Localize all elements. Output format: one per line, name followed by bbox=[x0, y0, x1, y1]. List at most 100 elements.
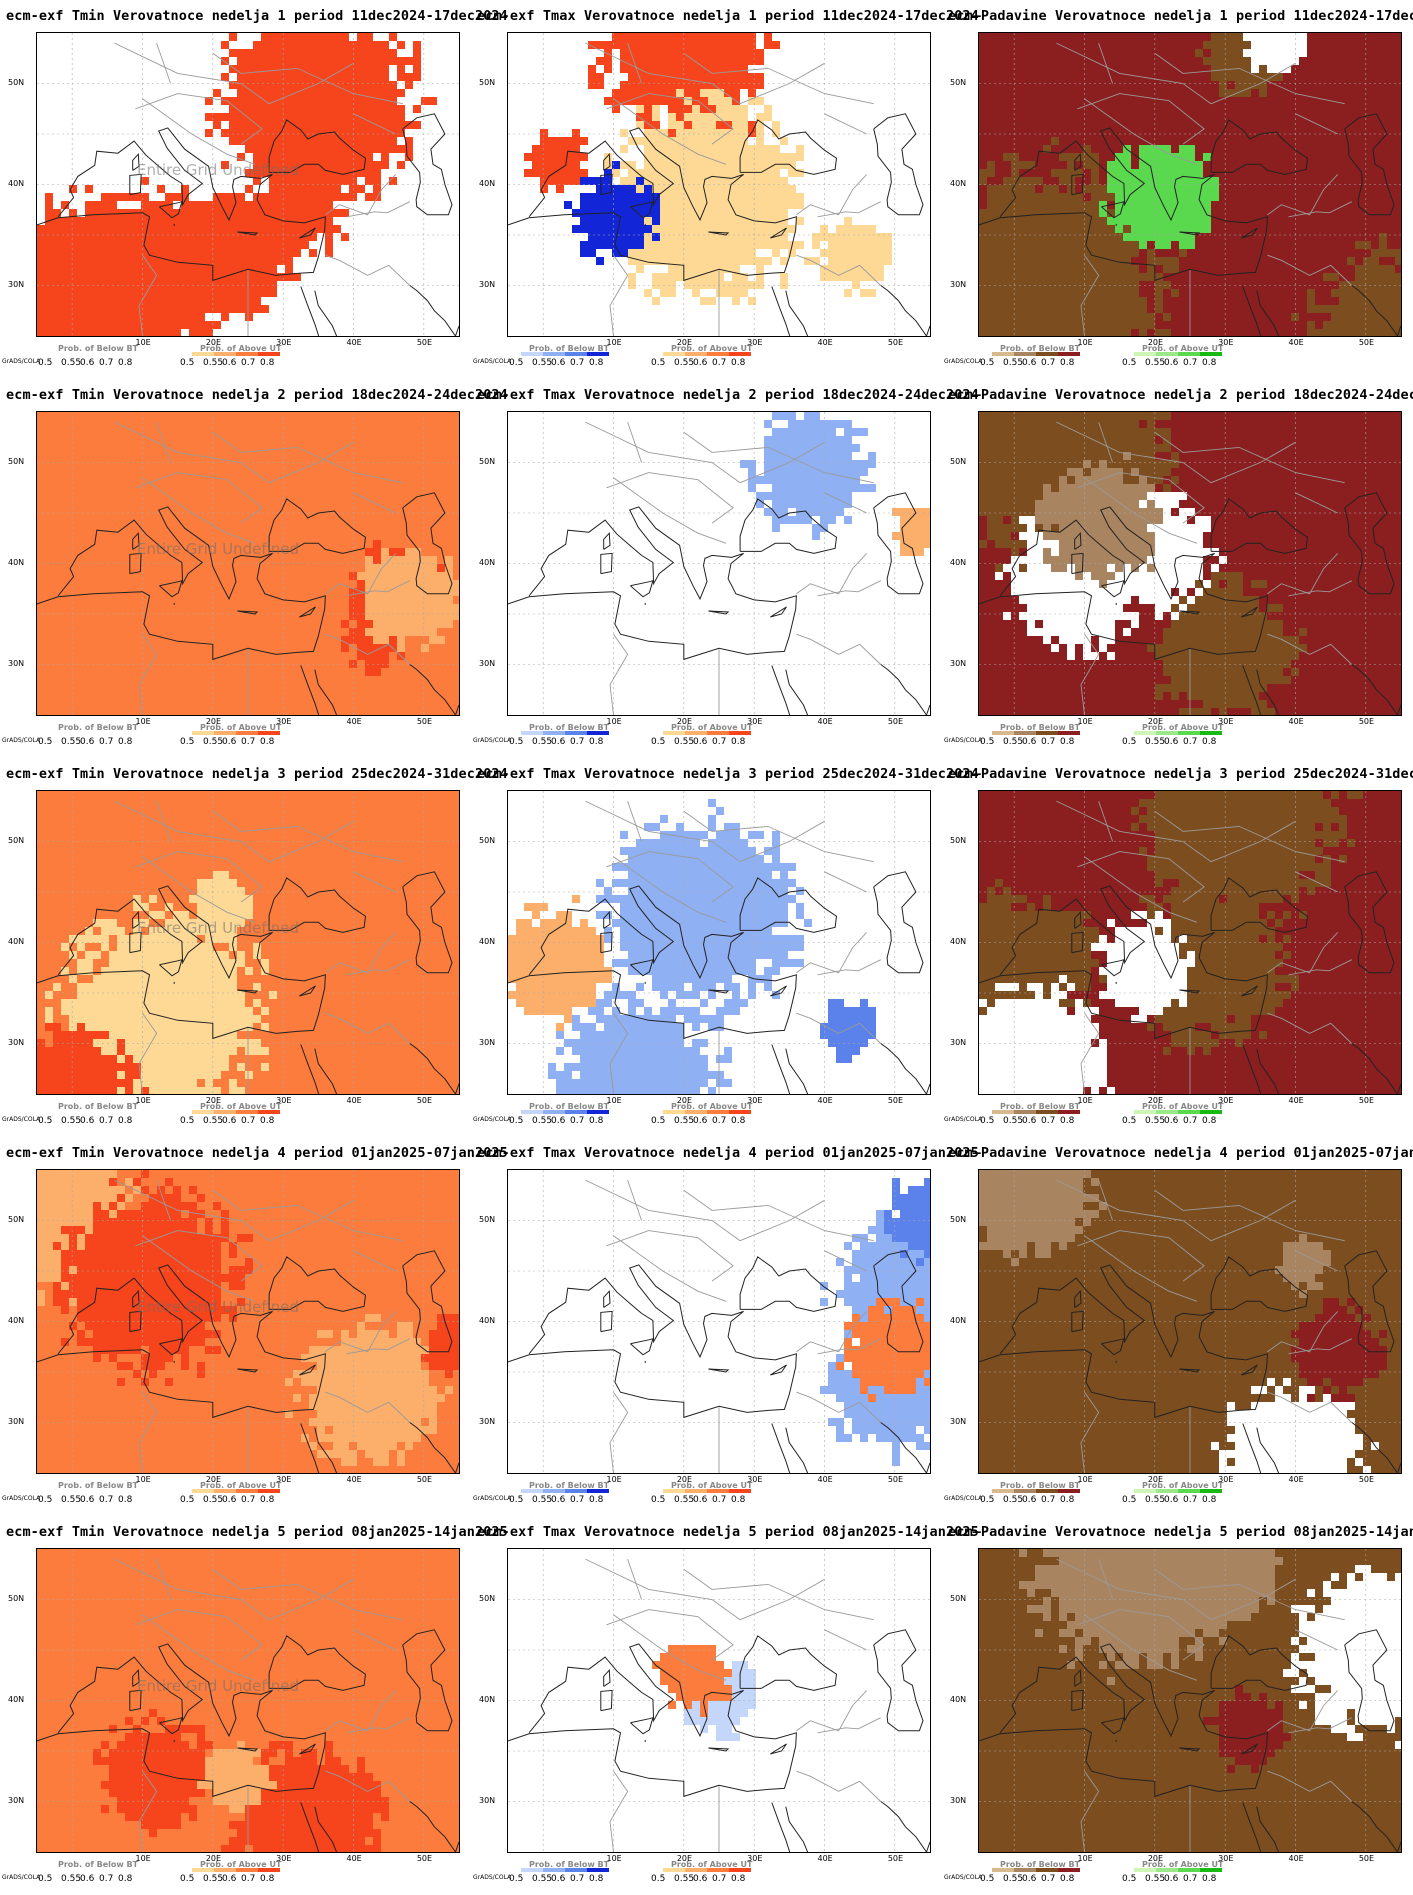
legend-swatch bbox=[685, 352, 707, 356]
legend-swatch bbox=[543, 1868, 565, 1872]
legend-title: Prob. of Below BT bbox=[58, 1860, 139, 1869]
longitude-label: 30E bbox=[1218, 717, 1234, 726]
legend-swatch bbox=[685, 1110, 707, 1114]
legend-tick-label: 0.55 bbox=[1145, 1116, 1166, 1126]
longitude-label: 50E bbox=[887, 1475, 904, 1484]
longitude-label: 30E bbox=[747, 717, 763, 726]
legend-color-bar bbox=[1134, 1868, 1222, 1872]
legend-swatch bbox=[72, 1110, 94, 1114]
probability-map bbox=[979, 1170, 1401, 1473]
latitude-label: 40N bbox=[479, 1315, 496, 1325]
legend-tick-label: 0.6 bbox=[693, 1495, 708, 1505]
country-borders bbox=[114, 42, 411, 336]
forecast-panel-tmin-week-2: ecm-exf Tmin Verovatnoce nedelja 2 perio… bbox=[0, 379, 508, 758]
legend-swatch bbox=[94, 352, 116, 356]
legend-tick-label: 0.7 bbox=[241, 358, 256, 368]
legend-below: Prob. of Below BT 0.5 0.55 0.6 0.7 0.8 bbox=[507, 723, 637, 755]
legend-tick-label: 0.8 bbox=[260, 737, 275, 747]
grads-credit: GrADS/COLA bbox=[2, 737, 41, 744]
map-frame bbox=[978, 1548, 1402, 1853]
legend-title: Prob. of Below BT bbox=[58, 723, 139, 732]
probability-map bbox=[979, 33, 1401, 336]
legend-tick-label: 0.5 bbox=[980, 737, 995, 747]
legend-tick-label: 0.6 bbox=[1164, 1495, 1179, 1505]
legend-color-bar bbox=[663, 1489, 751, 1493]
legend-swatch bbox=[521, 1489, 543, 1493]
legend-tick-label: 0.5 bbox=[1122, 358, 1137, 368]
longitude-label: 20E bbox=[205, 717, 222, 726]
country-borders bbox=[585, 42, 882, 336]
legend-above: Prob. of Above UT 0.5 0.55 0.6 0.7 0.8 bbox=[178, 1102, 308, 1134]
legend-color-bar bbox=[192, 1110, 280, 1114]
latitude-label: 40N bbox=[950, 936, 967, 946]
longitude-label: 50E bbox=[1358, 1475, 1375, 1484]
longitude-label: 40E bbox=[817, 1854, 833, 1863]
legend-tick-label: 0.55 bbox=[1145, 358, 1166, 368]
longitude-label: 10E bbox=[135, 1096, 151, 1105]
legend-tick-label: 0.6 bbox=[1164, 358, 1179, 368]
legend-tick-label: 0.8 bbox=[589, 358, 604, 368]
longitude-label: 20E bbox=[676, 338, 693, 347]
panel-title: ecm-exf Tmax Verovatnoce nedelja 5 perio… bbox=[477, 1524, 979, 1540]
legend-color-bar bbox=[521, 352, 609, 356]
legend-swatch bbox=[1200, 1489, 1222, 1493]
legend-color-bar bbox=[192, 1489, 280, 1493]
legend-above: Prob. of Above UT 0.5 0.55 0.6 0.7 0.8 bbox=[178, 344, 308, 376]
panel-title: ecm-exf Tmin Verovatnoce nedelja 1 perio… bbox=[6, 8, 508, 24]
latitude-label: 40N bbox=[8, 1694, 25, 1704]
longitude-label: 20E bbox=[1147, 1096, 1164, 1105]
legend-color-bar bbox=[521, 731, 609, 735]
legend-swatch bbox=[685, 1868, 707, 1872]
country-borders bbox=[1056, 1558, 1353, 1852]
coastlines bbox=[508, 492, 930, 715]
legend-swatch bbox=[50, 731, 72, 735]
legend-color-bar bbox=[992, 1110, 1080, 1114]
legend-color-bar bbox=[192, 731, 280, 735]
undefined-grid-label: Entire Grid Undefined bbox=[137, 161, 300, 179]
legend-title: Prob. of Above UT bbox=[1142, 1860, 1224, 1869]
longitude-label: 10E bbox=[1077, 1475, 1093, 1484]
legend-above: Prob. of Above UT 0.5 0.55 0.6 0.7 0.8 bbox=[649, 344, 779, 376]
graticule bbox=[37, 1549, 459, 1852]
grads-credit: GrADS/COLA bbox=[473, 1874, 512, 1881]
legend-tick-label: 0.7 bbox=[1041, 1495, 1056, 1505]
latitude-label: 30N bbox=[950, 279, 967, 289]
probability-field-cells bbox=[37, 33, 437, 336]
legend-title: Prob. of Below BT bbox=[58, 1102, 139, 1111]
forecast-panel-tmax-week-3: ecm-exf Tmax Verovatnoce nedelja 3 perio… bbox=[471, 758, 979, 1137]
latitude-label: 30N bbox=[479, 279, 496, 289]
legend-title: Prob. of Above UT bbox=[200, 344, 282, 353]
legend-above: Prob. of Above UT 0.5 0.55 0.6 0.7 0.8 bbox=[649, 723, 779, 755]
legend-swatch bbox=[992, 352, 1014, 356]
longitude-label: 40E bbox=[346, 1475, 362, 1484]
probability-map bbox=[979, 412, 1401, 715]
legend-tick-label: 0.8 bbox=[731, 1495, 746, 1505]
legend-swatch bbox=[1134, 352, 1156, 356]
legend-swatch bbox=[258, 1868, 280, 1872]
legend-tick-label: 0.5 bbox=[1122, 737, 1137, 747]
legend-swatch bbox=[1178, 1489, 1200, 1493]
latitude-label: 50N bbox=[479, 456, 496, 466]
legend-color-bar bbox=[663, 352, 751, 356]
legend-above: Prob. of Above UT 0.5 0.55 0.6 0.7 0.8 bbox=[178, 1860, 308, 1892]
legend-tick-label: 0.5 bbox=[651, 1495, 666, 1505]
longitude-label: 30E bbox=[1218, 338, 1234, 347]
legend-swatch bbox=[116, 731, 138, 735]
legend-tick-label: 0.7 bbox=[99, 1874, 114, 1884]
country-borders bbox=[585, 1179, 882, 1473]
legend-swatch bbox=[1036, 1110, 1058, 1114]
legend-swatch bbox=[1014, 352, 1036, 356]
legend-swatch bbox=[729, 352, 751, 356]
legend-swatch bbox=[729, 1868, 751, 1872]
legend-tick-label: 0.5 bbox=[651, 737, 666, 747]
legend-swatch bbox=[192, 1110, 214, 1114]
legend-swatch bbox=[663, 731, 685, 735]
legend-tick-label: 0.6 bbox=[1164, 1116, 1179, 1126]
legend-swatch bbox=[236, 1489, 258, 1493]
legend-tick-label: 0.7 bbox=[1183, 1495, 1198, 1505]
legend-tick-label: 0.6 bbox=[1164, 737, 1179, 747]
legend-tick-label: 0.8 bbox=[260, 1116, 275, 1126]
legend-swatch bbox=[521, 352, 543, 356]
legend-tick-label: 0.7 bbox=[570, 1495, 585, 1505]
legend-color-bar bbox=[521, 1489, 609, 1493]
